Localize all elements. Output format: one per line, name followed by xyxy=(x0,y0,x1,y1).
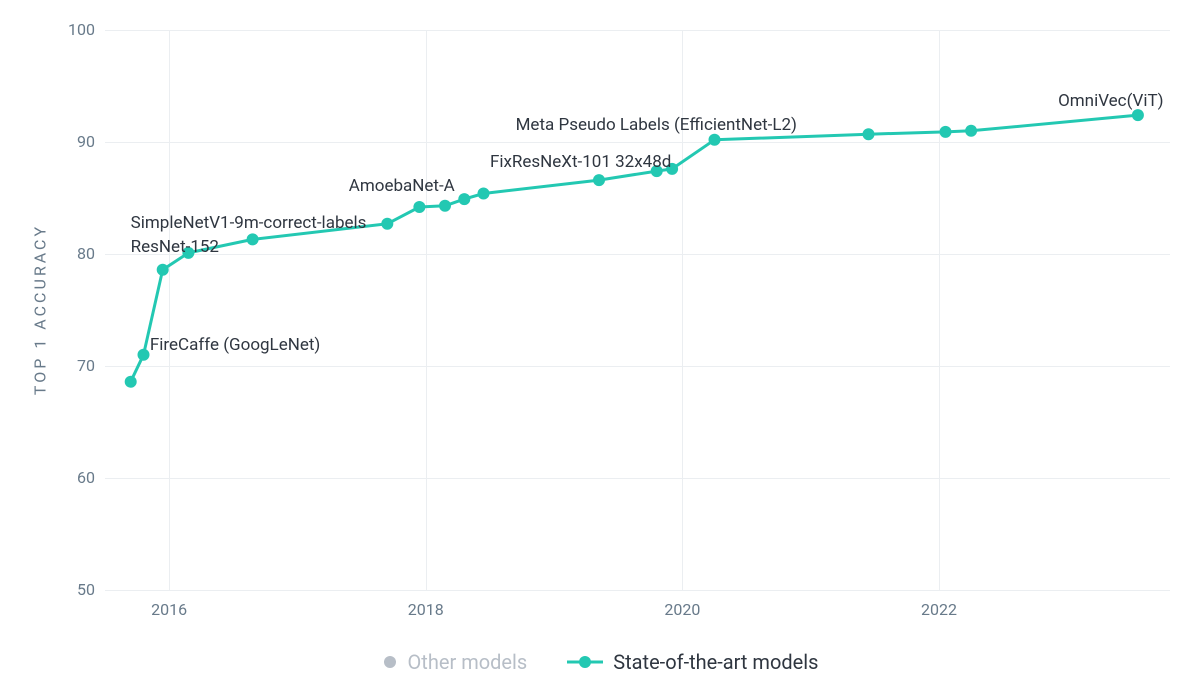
x-gridline xyxy=(939,30,940,590)
y-tick-label: 90 xyxy=(55,132,95,151)
sota-accuracy-chart: 50 60 70 80 90 100 2016 2018 2020 2022 TOP 1 ACCUR… xyxy=(0,0,1200,700)
data-point[interactable] xyxy=(413,201,425,213)
point-label: FireCaffe (GoogLeNet) xyxy=(150,335,320,355)
data-point[interactable] xyxy=(965,125,977,137)
legend-label: Other models xyxy=(408,650,528,674)
x-tick-label: 2018 xyxy=(401,600,451,619)
data-point[interactable] xyxy=(439,200,451,212)
data-point[interactable] xyxy=(940,126,952,138)
data-point[interactable] xyxy=(247,233,259,245)
data-point[interactable] xyxy=(709,134,721,146)
data-point[interactable] xyxy=(157,264,169,276)
point-label: ResNet-152 xyxy=(131,237,219,257)
x-tick-label: 2020 xyxy=(657,600,707,619)
point-label: AmoebaNet-A xyxy=(349,176,455,196)
y-tick-label: 80 xyxy=(55,244,95,263)
data-point[interactable] xyxy=(458,193,470,205)
legend-marker-icon xyxy=(567,654,603,670)
data-point[interactable] xyxy=(138,349,150,361)
x-gridline xyxy=(682,30,683,590)
point-label: FixResNeXt-101 32x48d xyxy=(490,152,671,172)
y-gridline xyxy=(105,478,1170,479)
y-gridline xyxy=(105,142,1170,143)
x-tick-label: 2016 xyxy=(144,600,194,619)
y-tick-label: 50 xyxy=(55,580,95,599)
y-tick-label: 60 xyxy=(55,468,95,487)
x-gridline xyxy=(426,30,427,590)
y-gridline xyxy=(105,254,1170,255)
y-axis-title: TOP 1 ACCURACY xyxy=(31,210,50,410)
data-point[interactable] xyxy=(863,128,875,140)
chart-legend: Other models State-of-the-art models xyxy=(0,650,1200,674)
data-point[interactable] xyxy=(593,174,605,186)
y-tick-label: 70 xyxy=(55,356,95,375)
y-gridline xyxy=(105,30,1170,31)
y-gridline xyxy=(105,590,1170,591)
y-tick-label: 100 xyxy=(55,20,95,39)
x-gridline xyxy=(169,30,170,590)
point-label: SimpleNetV1-9m-correct-labels xyxy=(131,213,367,233)
point-label: OmniVec(ViT) xyxy=(1058,91,1164,111)
y-gridline xyxy=(105,366,1170,367)
legend-label: State-of-the-art models xyxy=(613,650,818,674)
data-point[interactable] xyxy=(381,218,393,230)
legend-marker-icon xyxy=(382,654,398,670)
x-tick-label: 2022 xyxy=(914,600,964,619)
data-point[interactable] xyxy=(1132,109,1144,121)
data-point[interactable] xyxy=(125,376,137,388)
point-label: Meta Pseudo Labels (EfficientNet-L2) xyxy=(516,115,797,135)
legend-item[interactable]: Other models xyxy=(382,650,528,674)
legend-item[interactable]: State-of-the-art models xyxy=(567,650,818,674)
data-point[interactable] xyxy=(478,188,490,200)
